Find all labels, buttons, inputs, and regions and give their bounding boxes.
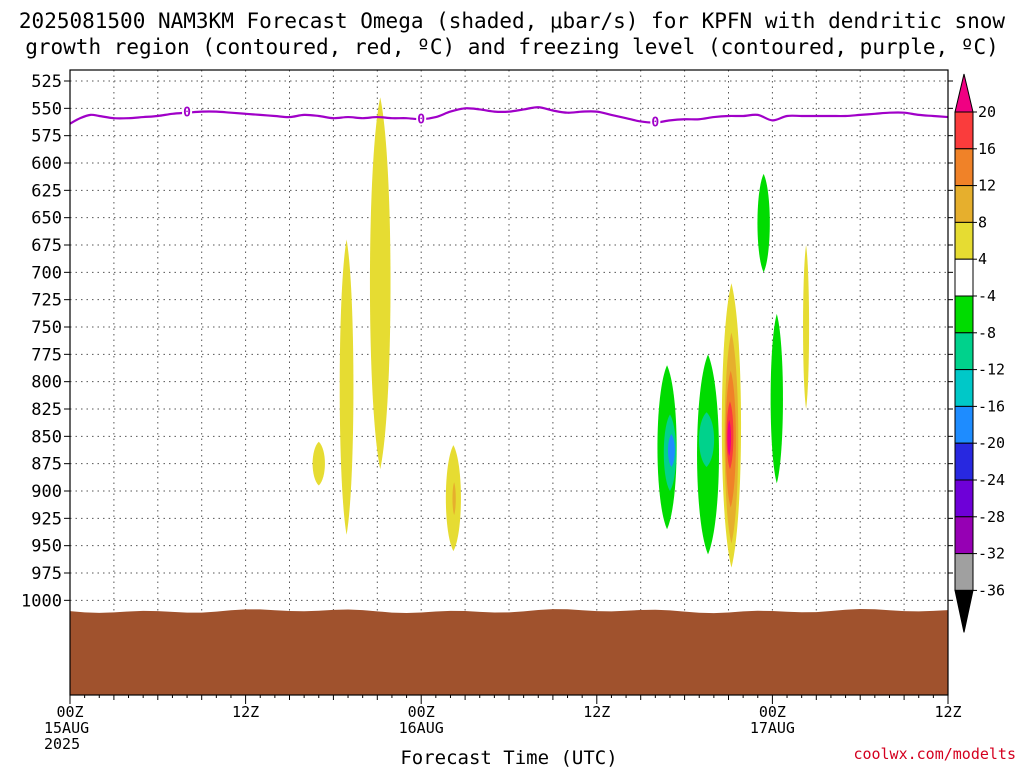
omega-area [757, 173, 770, 273]
colorbar-bin [954, 553, 974, 591]
y-tick-label: 725 [31, 291, 62, 311]
colorbar-bin [954, 369, 974, 407]
colorbar-bin [954, 148, 974, 187]
omega-area [339, 239, 354, 535]
x-tick-label: 00Z [408, 703, 435, 721]
y-tick-label: 850 [31, 427, 62, 447]
colorbar-bin [954, 185, 974, 223]
x-tick-label: 00Z [759, 703, 786, 721]
colorbar-label: 4 [978, 250, 987, 268]
colorbar-bin [954, 258, 974, 297]
omega-area [668, 434, 675, 467]
colorbar-label: -8 [978, 324, 996, 342]
x-tick-label: 15AUG [44, 719, 89, 737]
x-tick-label: 12Z [934, 703, 961, 721]
freezing-level-label-bg [416, 111, 427, 126]
colorbar-label: -12 [978, 361, 1005, 379]
x-tick-label: 00Z [56, 703, 83, 721]
colorbar-label: -32 [978, 545, 1005, 563]
colorbar-bin [954, 295, 974, 334]
colorbar-label: -24 [978, 471, 1005, 489]
colorbar-label: -4 [978, 287, 996, 305]
y-tick-label: 750 [31, 318, 62, 338]
colorbar: 20 16 12 8 4 -4 -8 -12 -16 -20 -24 -28 -32 -36 [954, 73, 1005, 633]
y-tick-label: 875 [31, 455, 62, 475]
colorbar-arrow-top [954, 73, 974, 113]
y-tick-label: 900 [31, 482, 62, 502]
omega-area [803, 245, 810, 409]
y-axis: 525 550 575 600 625 650 675 700 725 750 775 800 825 8… [21, 72, 953, 611]
freezing-level-contour: 0 0 0 [69, 104, 949, 131]
y-tick-label: 825 [31, 400, 62, 420]
chart-title-line1: 2025081500 NAM3KM Forecast Omega (shaded… [19, 9, 1006, 33]
freezing-level-label-bg [182, 104, 193, 119]
x-tick-label: 12Z [232, 703, 259, 721]
freezing-level-label-bg [650, 114, 661, 129]
colorbar-label: -36 [978, 581, 1005, 599]
y-tick-label: 1000 [21, 591, 62, 611]
colorbar-bin [954, 221, 974, 260]
y-tick-label: 775 [31, 345, 62, 365]
colorbar-bin [954, 516, 974, 555]
omega-area [369, 97, 391, 470]
y-tick-label: 950 [31, 537, 62, 557]
y-tick-label: 650 [31, 209, 62, 229]
colorbar-label: -20 [978, 434, 1005, 452]
x-tick-label: 12Z [583, 703, 610, 721]
colorbar-bin [954, 111, 974, 150]
freezing-level-label: 0 [417, 112, 425, 127]
y-tick-label: 800 [31, 373, 62, 393]
colorbar-bin [954, 442, 974, 481]
colorbar-bin [954, 405, 974, 444]
x-tick-label: 16AUG [399, 719, 444, 737]
terrain-fill [70, 609, 948, 695]
omega-shading [312, 97, 810, 568]
freezing-level-label: 0 [183, 106, 191, 121]
colorbar-label: 8 [978, 213, 987, 231]
freezing-level-line [69, 106, 949, 125]
omega-area [312, 441, 325, 486]
colorbar-arrow-bottom [954, 589, 974, 633]
colorbar-label: 12 [978, 177, 996, 195]
colorbar-label: -28 [978, 508, 1005, 526]
grid-lines [70, 70, 948, 695]
y-tick-label: 975 [31, 564, 62, 584]
x-tick-label: 17AUG [750, 719, 795, 737]
omega-area [770, 313, 783, 484]
y-tick-label: 525 [31, 72, 62, 92]
colorbar-label: 16 [978, 140, 996, 158]
y-tick-label: 575 [31, 127, 62, 147]
credit-text: coolwx.com/modelts [853, 745, 1016, 763]
y-tick-label: 600 [31, 154, 62, 174]
y-tick-label: 550 [31, 99, 62, 119]
colorbar-bin [954, 479, 974, 518]
omega-area [727, 419, 732, 457]
y-tick-label: 675 [31, 236, 62, 256]
y-tick-label: 625 [31, 181, 62, 201]
x-axis-label: Forecast Time (UTC) [400, 747, 617, 768]
terrain [70, 609, 948, 695]
omega-area [452, 482, 456, 516]
y-tick-label: 700 [31, 263, 62, 283]
colorbar-bin [954, 332, 974, 371]
colorbar-label: 20 [978, 103, 996, 121]
freezing-level-label: 0 [651, 116, 659, 131]
omega-area [699, 412, 715, 467]
chart-title-line2: growth region (contoured, red, ºC) and f… [25, 35, 999, 59]
colorbar-label: -16 [978, 397, 1005, 415]
x-tick-label: 2025 [44, 735, 80, 753]
y-tick-label: 925 [31, 509, 62, 529]
